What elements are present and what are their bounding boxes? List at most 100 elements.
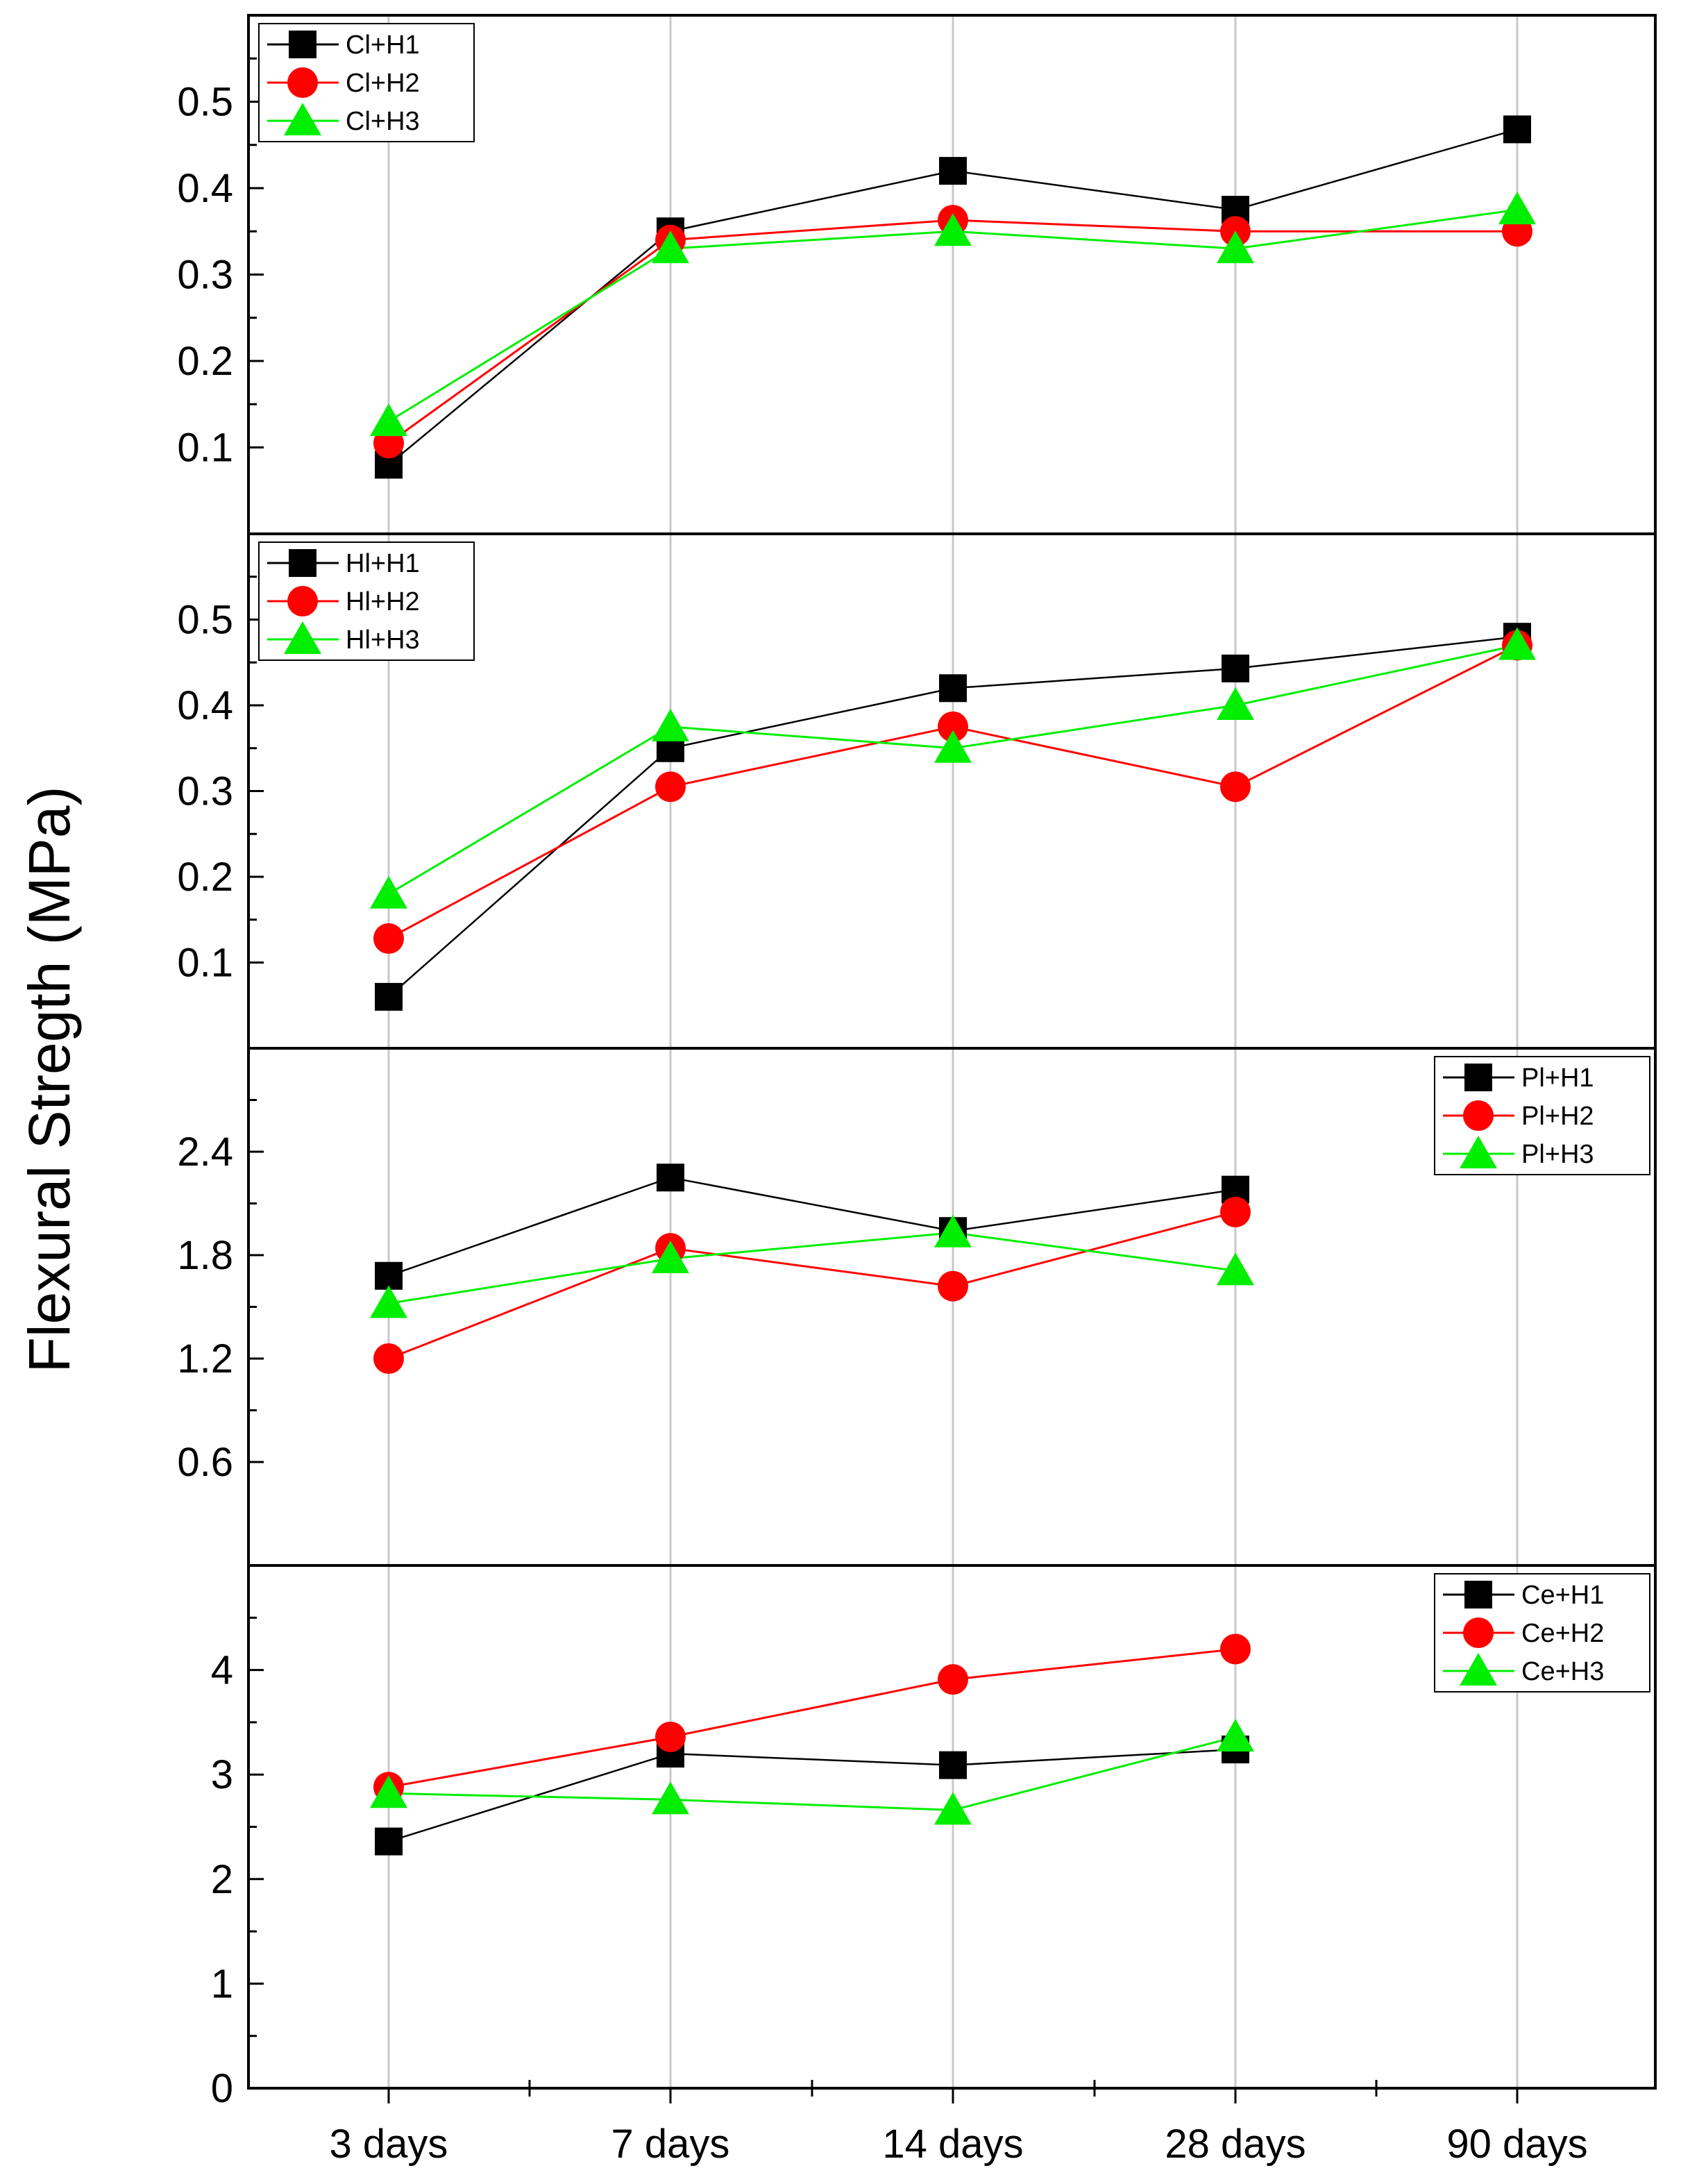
y-tick-label-cl-3: 0.4 (177, 166, 233, 211)
y-tick-label-ce-3: 3 (211, 1752, 233, 1797)
data-point-Hl+H2-7-days (655, 771, 686, 803)
x-tick-label-3-days: 3 days (330, 2122, 448, 2167)
y-tick-label-hl-4: 0.5 (177, 598, 233, 643)
data-point-Pl+H2-28-days (1220, 1196, 1251, 1227)
panel-cl: 0.1 0.2 0.3 0.4 0.5 Cl+H1 Cl+H2 Cl+H3 (177, 14, 1657, 535)
legend-label-Hl+H3: Hl+H3 (346, 625, 420, 655)
data-point-Pl+H1-3-days (375, 1261, 403, 1290)
data-point-Cl+H1-90-days (1503, 115, 1531, 144)
data-point-Hl+H2-3-days (373, 923, 404, 954)
data-point-Hl+H1-3-days (375, 982, 403, 1011)
y-tick-label-ce-2: 2 (211, 1857, 233, 1902)
data-point-Ce+H2-28-days (1220, 1633, 1251, 1665)
legend-marker-Ce+H1 (1464, 1581, 1492, 1608)
y-tick-label-pl-0: 0.6 (177, 1440, 233, 1485)
data-point-Hl+H2-28-days (1220, 771, 1251, 803)
panel-ce: 0 1 2 3 4 Ce+H1 Ce+H2 Ce+H3 (211, 1564, 1657, 2111)
data-point-Hl+H3-7-days (652, 708, 689, 741)
legend-marker-Pl+H3 (1460, 1136, 1497, 1168)
y-tick-label-cl-1: 0.2 (177, 339, 233, 384)
legend-marker-Hl+H1 (289, 549, 316, 577)
y-tick-label-ce-0: 0 (211, 2066, 233, 2111)
data-point-Cl+H3-7-days (652, 230, 689, 264)
data-point-Hl+H1-28-days (1222, 654, 1249, 682)
series-line-Pl+H3 (388, 1232, 1236, 1305)
legend-marker-Pl+H2 (1463, 1100, 1494, 1131)
y-axis-label: Flexural Stregth (MPa) (17, 787, 82, 1373)
legend-label-Cl+H1: Cl+H1 (346, 31, 420, 60)
y-tick-label-cl-2: 0.3 (177, 253, 233, 298)
legend-label-Pl+H2: Pl+H2 (1521, 1102, 1594, 1131)
data-point-Ce+H2-7-days (655, 1721, 686, 1752)
data-point-Ce+H3-14-days (934, 1792, 972, 1825)
y-tick-label-cl-4: 0.5 (177, 80, 233, 125)
legend-marker-Cl+H3 (284, 103, 321, 135)
data-point-Pl+H2-3-days (373, 1343, 404, 1374)
y-tick-label-ce-1: 1 (211, 1961, 233, 2006)
legend-marker-Ce+H2 (1463, 1618, 1494, 1648)
panel-pl: 0.6 1.2 1.8 2.4 Pl+H1 Pl+H2 Pl+H3 (177, 1047, 1657, 1567)
legend-marker-Hl+H3 (284, 621, 321, 654)
y-tick-label-hl-0: 0.1 (177, 941, 233, 986)
data-point-Hl+H1-14-days (939, 674, 967, 703)
y-tick-label-hl-2: 0.3 (177, 769, 233, 814)
data-point-Cl+H3-28-days (1217, 230, 1254, 264)
data-point-Hl+H3-3-days (370, 875, 407, 909)
data-point-Ce+H3-3-days (370, 1775, 407, 1808)
data-point-Cl+H3-14-days (934, 213, 972, 246)
legend-label-Pl+H1: Pl+H1 (1521, 1064, 1594, 1093)
data-point-Pl+H1-7-days (657, 1164, 684, 1192)
data-point-Ce+H3-28-days (1217, 1718, 1254, 1752)
x-tick-label-7-days: 7 days (611, 2122, 730, 2167)
data-point-Pl+H3-28-days (1217, 1252, 1254, 1286)
x-tick-label-90-days: 90 days (1446, 2122, 1587, 2167)
data-point-Cl+H1-14-days (939, 157, 967, 185)
legend-label-Ce+H2: Ce+H2 (1521, 1619, 1604, 1648)
data-point-Hl+H2-14-days (938, 711, 968, 742)
data-point-Ce+H1-14-days (939, 1751, 967, 1779)
series-line-Ce+H1 (388, 1748, 1236, 1842)
data-point-Ce+H2-14-days (938, 1664, 968, 1695)
data-point-Pl+H3-14-days (934, 1214, 972, 1248)
legend-cl: Cl+H1 Cl+H2 Cl+H3 (258, 23, 475, 142)
y-tick-label-hl-3: 0.4 (177, 683, 233, 728)
y-tick-label-ce-4: 4 (211, 1648, 233, 1693)
y-tick-label-cl-0: 0.1 (177, 426, 233, 471)
y-tick-label-pl-3: 2.4 (177, 1129, 233, 1175)
y-tick-label-pl-2: 1.8 (177, 1233, 233, 1278)
data-point-Cl+H3-3-days (370, 403, 407, 437)
legend-label-Hl+H2: Hl+H2 (346, 587, 420, 616)
data-point-Cl+H3-90-days (1498, 192, 1536, 225)
x-tick-label-28-days: 28 days (1165, 2122, 1306, 2167)
data-point-Pl+H3-3-days (370, 1285, 407, 1318)
legend-marker-Cl+H1 (289, 31, 316, 58)
series-line-Pl+H1 (388, 1176, 1236, 1277)
legend-ce: Ce+H1 Ce+H2 Ce+H3 (1434, 1573, 1650, 1692)
legend-hl: Hl+H1 Hl+H2 Hl+H3 (258, 541, 475, 661)
legend-label-Pl+H3: Pl+H3 (1521, 1140, 1594, 1169)
series-line-Pl+H2 (388, 1211, 1236, 1360)
data-point-Hl+H3-28-days (1217, 687, 1254, 720)
y-tick-label-pl-1: 1.2 (177, 1336, 233, 1381)
data-point-Pl+H3-7-days (652, 1240, 689, 1273)
data-point-Ce+H3-7-days (652, 1781, 689, 1815)
data-point-Hl+H3-14-days (934, 730, 972, 763)
legend-label-Ce+H3: Ce+H3 (1521, 1657, 1604, 1686)
y-tick-label-hl-1: 0.2 (177, 855, 233, 900)
legend-label-Cl+H3: Cl+H3 (346, 107, 420, 136)
legend-marker-Pl+H1 (1464, 1064, 1492, 1091)
legend-pl: Pl+H1 Pl+H2 Pl+H3 (1434, 1056, 1650, 1175)
legend-label-Ce+H1: Ce+H1 (1521, 1581, 1604, 1610)
legend-label-Hl+H1: Hl+H1 (346, 549, 420, 578)
data-point-Pl+H2-14-days (938, 1270, 968, 1302)
legend-marker-Cl+H2 (287, 67, 318, 98)
series-line-Ce+H3 (388, 1736, 1236, 1811)
data-point-Hl+H3-90-days (1498, 627, 1536, 660)
legend-label-Cl+H2: Cl+H2 (346, 69, 420, 98)
legend-marker-Hl+H2 (287, 586, 318, 616)
series-line-Ce+H2 (388, 1647, 1236, 1788)
legend-marker-Ce+H3 (1460, 1653, 1497, 1686)
x-tick-label-14-days: 14 days (882, 2122, 1023, 2167)
